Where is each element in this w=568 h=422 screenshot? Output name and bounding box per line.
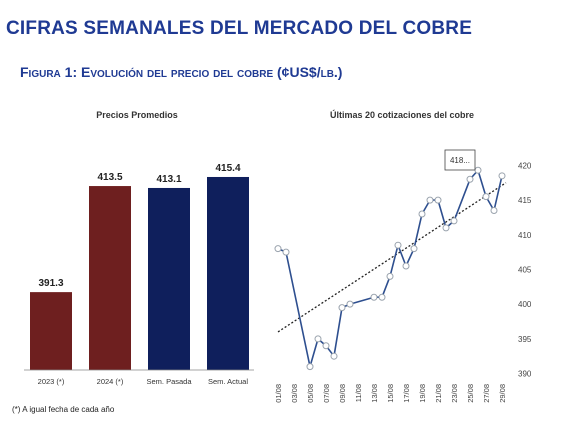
page-title: CIFRAS SEMANALES DEL MERCADO DEL COBRE [6, 18, 473, 39]
callout-label: 418... [450, 156, 470, 165]
figure-caption-text: Figura 1: Evolución del precio del cobre… [20, 64, 343, 80]
price-point [466, 175, 474, 183]
price-point [338, 304, 346, 312]
bar-value-label: 415.4 [215, 163, 240, 174]
x-tick-label: 03/08 [290, 384, 299, 403]
price-point [418, 210, 426, 218]
price-point [442, 224, 450, 232]
x-tick-label: 19/08 [418, 384, 427, 403]
x-tick-label: 15/08 [386, 384, 395, 403]
callout-box [444, 149, 476, 171]
x-tick-label: 11/08 [354, 384, 363, 402]
y-tick-label: 420 [518, 161, 532, 170]
price-point [402, 262, 410, 270]
bar-category-label: Sem. Actual [208, 377, 248, 386]
y-tick-label: 415 [518, 196, 532, 205]
x-tick-label: 01/08 [274, 384, 283, 403]
price-point [274, 245, 282, 253]
price-point [410, 245, 418, 253]
price-point [282, 248, 290, 256]
price-point [490, 207, 498, 214]
x-tick-label: 25/08 [466, 384, 475, 403]
bar-value-label: 391.3 [38, 278, 63, 289]
trend-line [277, 182, 507, 333]
price-point [482, 193, 490, 201]
line-chart-title: Últimas 20 cotizaciones del cobre [330, 109, 474, 120]
y-tick-label: 395 [518, 335, 532, 344]
y-tick-label: 390 [518, 370, 532, 379]
price-point [498, 172, 506, 180]
price-point [378, 293, 386, 301]
price-point [306, 363, 314, 371]
x-tick-label: 13/08 [370, 384, 379, 403]
price-point [346, 300, 354, 308]
price-point [314, 335, 322, 343]
line-group: 390 395 400 405 410 415 420 418... 01/08 03/08 05/… [274, 149, 532, 403]
x-tick-label: 29/08 [498, 384, 507, 403]
bars-group: 391.3 2023 (*) 413.5 2024 (*) 413.1 Sem. Pasa… [24, 163, 254, 386]
x-tick-label: 05/08 [306, 384, 315, 403]
bar-chart-title: Precios Promedios [96, 110, 178, 120]
figure-caption: Figura 1: Evolución del precio del cobre… [20, 64, 342, 80]
x-tick-label: 09/08 [338, 384, 347, 403]
y-tick-label: 405 [518, 265, 532, 274]
bar-category-label: Sem. Pasada [146, 377, 192, 386]
price-point [386, 272, 394, 280]
price-point [322, 342, 330, 350]
bar-category-label: 2024 (*) [97, 377, 124, 386]
x-tick-label: 27/08 [482, 384, 491, 403]
bar-3 [148, 187, 190, 370]
bar-4 [207, 176, 249, 370]
x-tick-label: 23/08 [450, 384, 459, 403]
price-point [330, 352, 338, 360]
average-price-bar-chart: Precios Promedios 391.3 2023 (*) 413.5 2024… [12, 110, 254, 414]
price-point [474, 166, 482, 174]
bar-2 [89, 186, 131, 370]
price-point [394, 241, 402, 249]
price-point [370, 293, 378, 301]
bar-value-label: 413.5 [97, 172, 122, 183]
price-point [426, 196, 434, 204]
bar-1 [30, 292, 72, 370]
last-20-quotes-line-chart: Últimas 20 cotizaciones del cobre 390 395… [274, 109, 532, 403]
price-point [434, 196, 442, 204]
x-tick-label: 21/08 [434, 384, 443, 403]
price-point [450, 217, 458, 225]
bar-value-label: 413.1 [156, 174, 181, 185]
bar-chart-footnote: (*) A igual fecha de cada año [12, 405, 115, 414]
y-tick-label: 410 [518, 231, 532, 240]
price-line [277, 169, 503, 368]
y-tick-label: 400 [518, 300, 532, 309]
x-tick-label: 17/08 [402, 384, 411, 403]
x-tick-label: 07/08 [322, 384, 331, 403]
bar-category-label: 2023 (*) [38, 377, 65, 386]
